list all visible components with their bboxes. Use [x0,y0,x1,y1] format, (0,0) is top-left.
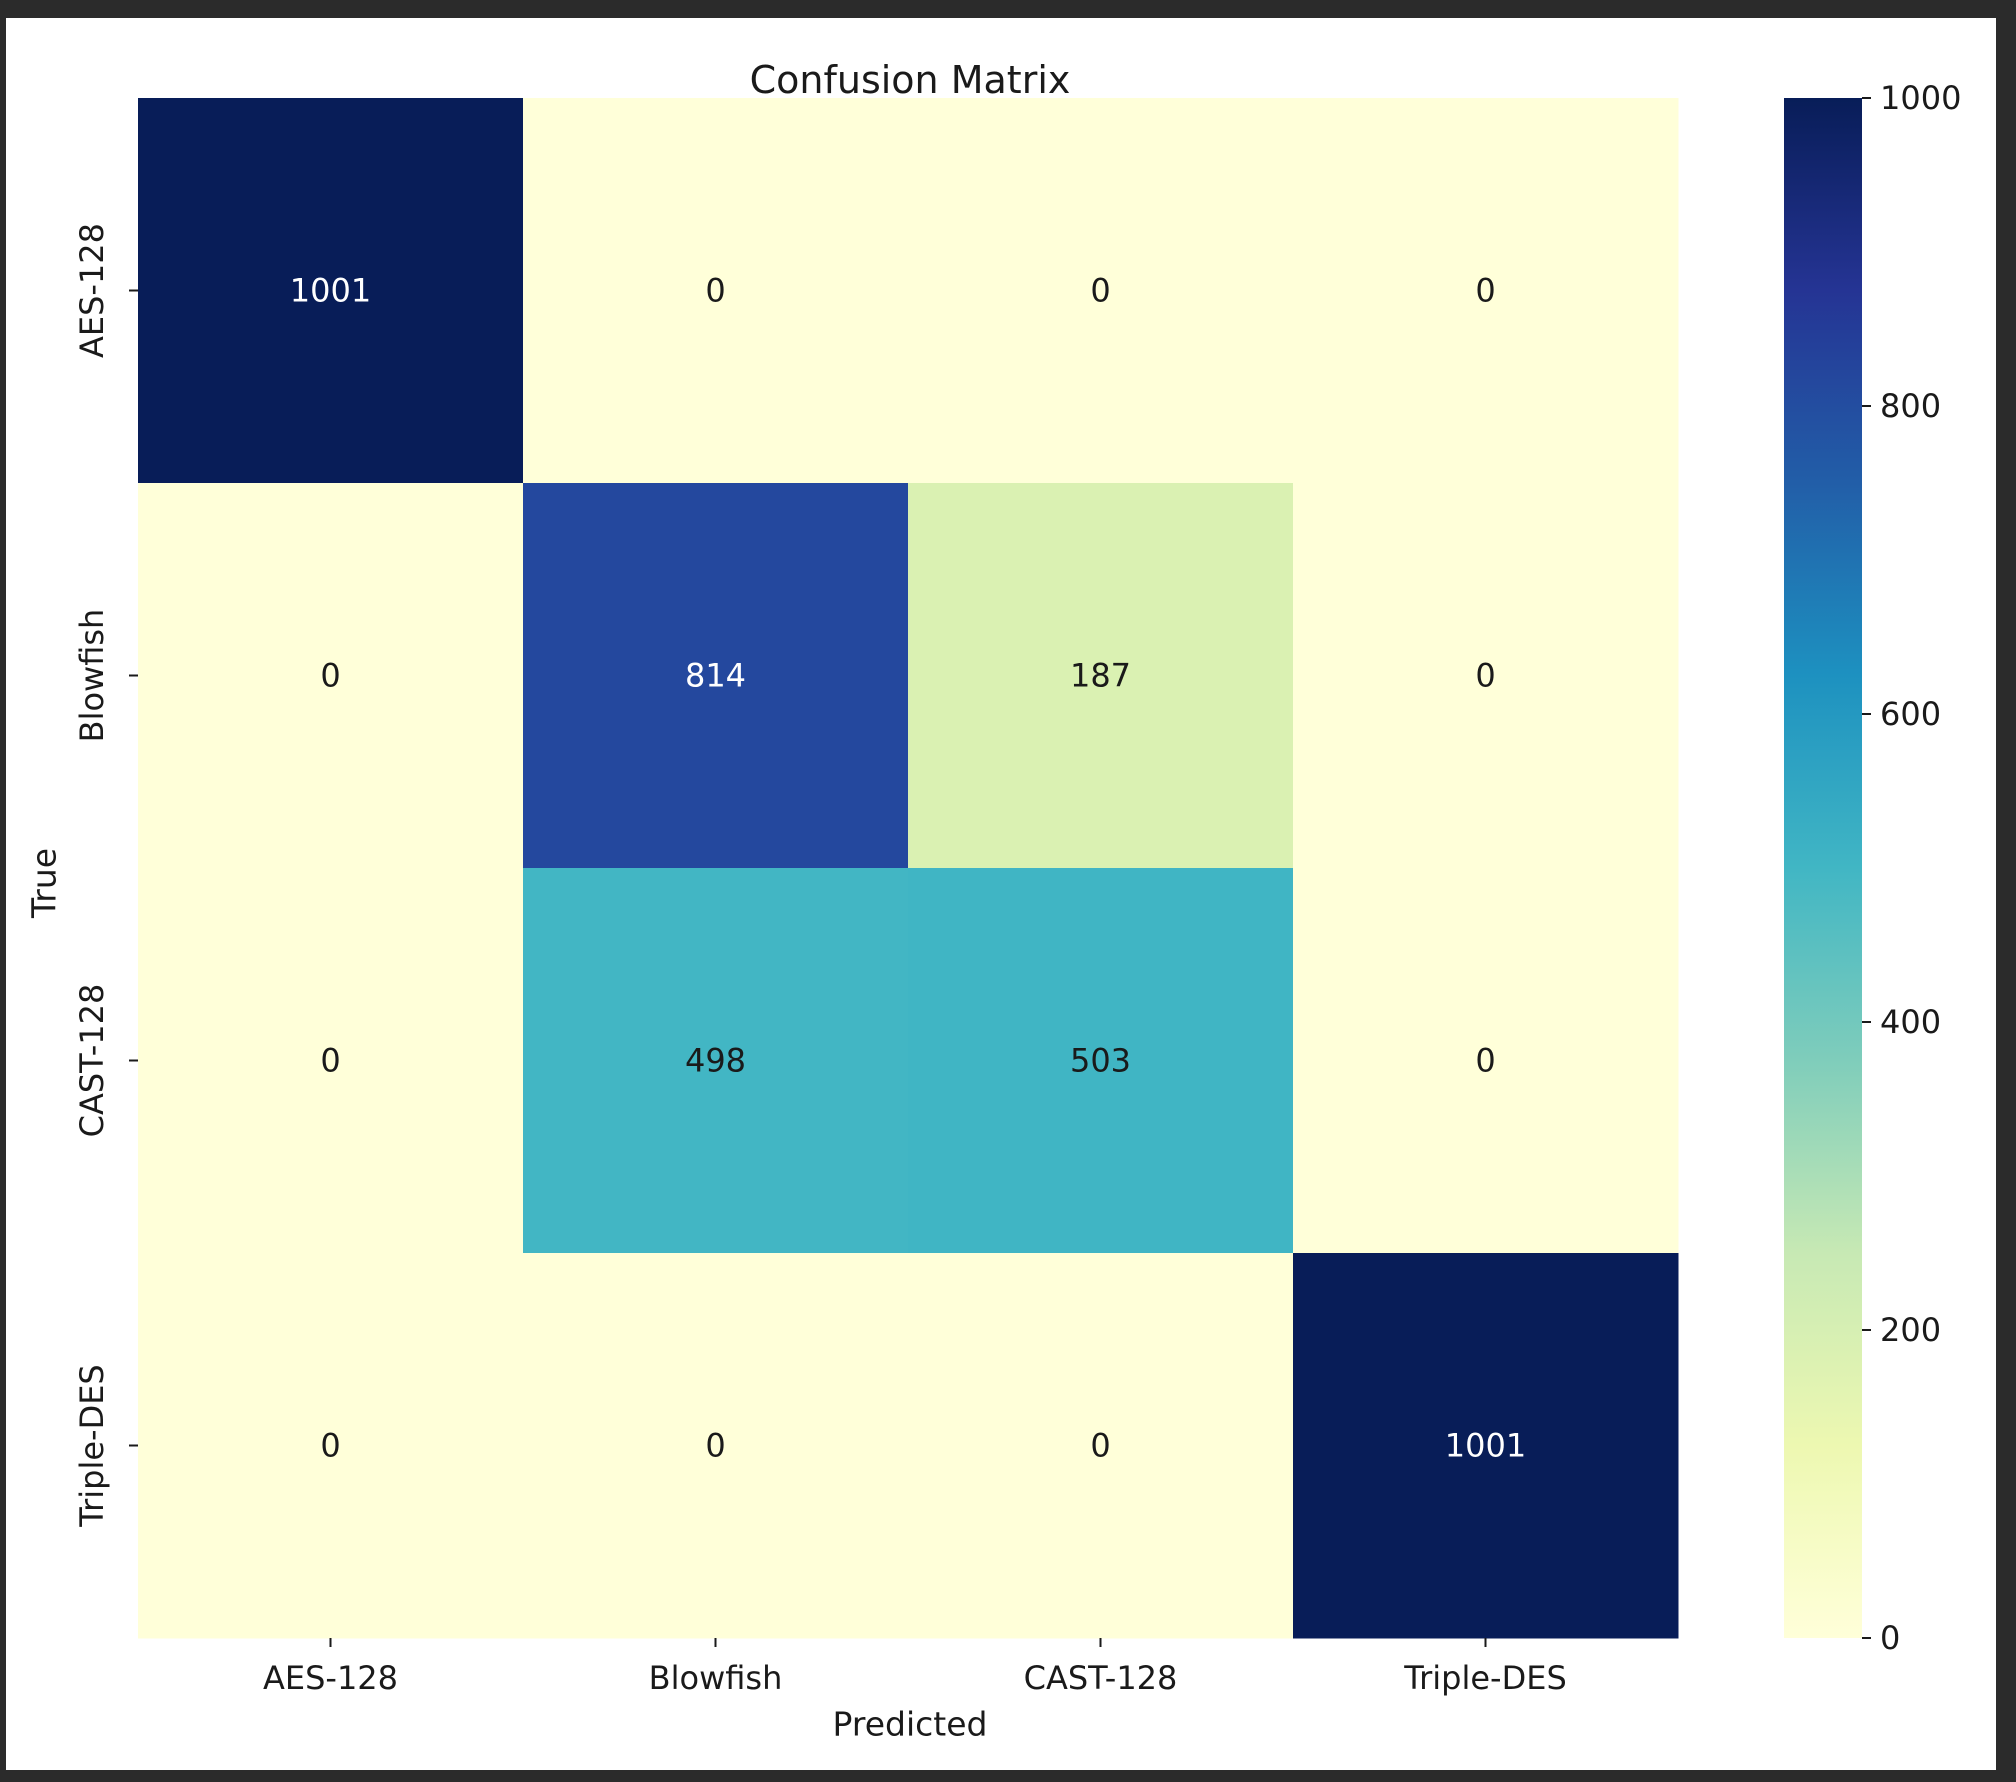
cell-value-label: 187 [1070,657,1131,695]
x-axis-label: Predicted [833,1705,988,1744]
colorbar-ticks: 0 200 400 600 800 1000 [1862,79,1961,1657]
colorbar-tick-label: 600 [1880,695,1941,733]
colorbar-tick-label: 0 [1880,1619,1900,1657]
heatmap-cell [908,98,1294,484]
x-tick-label: Triple-DES [1403,1659,1567,1697]
y-tick-label: AES-128 [73,223,111,358]
cell-value-label: 0 [705,272,725,310]
cell-value-label: 0 [1090,272,1110,310]
y-axis: AES-128 Blowfish CAST-128 Triple-DES [73,223,138,1528]
colorbar-tick-label: 1000 [1880,79,1961,117]
y-tick-label: Triple-DES [73,1364,111,1528]
cell-value-label: 814 [685,657,746,695]
colorbar-tick-label: 200 [1880,1311,1941,1349]
y-tick-label: Blowfish [73,609,111,743]
heatmap-cell [908,868,1294,1254]
heatmap-cell [138,98,524,484]
cell-value-label: 0 [320,1042,340,1080]
cell-value-label: 498 [685,1042,746,1080]
colorbar [1784,98,1862,1638]
heatmap-cell [138,1253,524,1639]
heatmap-cell [1293,1253,1679,1639]
heatmap-cell [523,1253,909,1639]
cell-value-label: 0 [1475,1042,1495,1080]
cell-value-label: 0 [1475,657,1495,695]
heatmap-cell [908,1253,1294,1639]
cell-value-label: 1001 [290,272,371,310]
heatmap-cell [908,483,1294,869]
cell-value-label: 0 [320,1427,340,1465]
chart-figure: Confusion Matrix 1001 0 0 0 0 814 187 0 0 498 503 0… [6,18,1996,1770]
heatmap-cell [1293,98,1679,484]
x-tick-label: Blowfish [649,1659,783,1697]
y-tick-label: CAST-128 [73,984,111,1138]
cell-value-label: 0 [1090,1427,1110,1465]
cell-value-label: 503 [1070,1042,1131,1080]
heatmap-cell [138,868,524,1254]
cell-value-label: 0 [1475,272,1495,310]
heatmap-cell [523,868,909,1254]
chart-title: Confusion Matrix [750,58,1071,102]
cell-value-label: 1001 [1445,1427,1526,1465]
colorbar-tick-label: 400 [1880,1003,1941,1041]
cell-value-label: 0 [320,657,340,695]
y-axis-label: True [25,848,64,919]
heatmap-cell [1293,483,1679,869]
x-tick-label: AES-128 [263,1659,398,1697]
confusion-matrix-chart: Confusion Matrix 1001 0 0 0 0 814 187 0 0 498 503 0… [25,58,1962,1744]
heatmap-cell [523,98,909,484]
heatmap-cell [523,483,909,869]
heatmap-cells [138,98,1679,1639]
heatmap-cell [1293,868,1679,1254]
colorbar-tick-label: 800 [1880,387,1941,425]
x-tick-label: CAST-128 [1024,1659,1178,1697]
cell-value-label: 0 [705,1427,725,1465]
heatmap-cell-labels: 1001 0 0 0 0 814 187 0 0 498 503 0 0 0 0 1001 [290,272,1526,1465]
heatmap-cell [138,483,524,869]
x-axis: AES-128 Blowfish CAST-128 Triple-DES [263,1638,1567,1697]
